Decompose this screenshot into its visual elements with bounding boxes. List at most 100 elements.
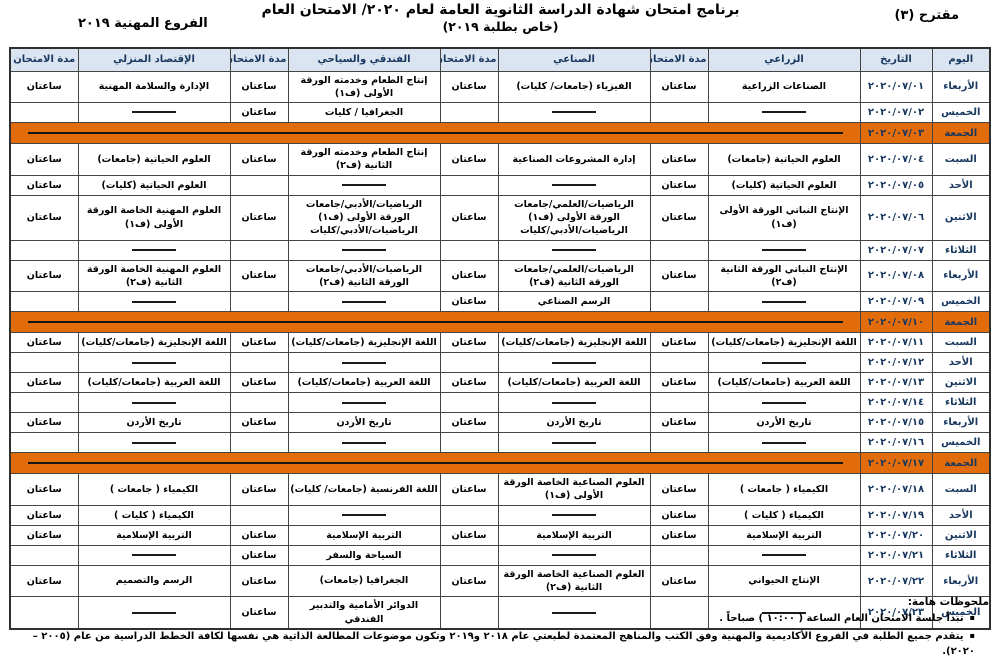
subject-cell: تاريخ الأردن — [497, 412, 651, 434]
duration-cell: ساعتان — [9, 332, 79, 354]
subject-cell — [707, 291, 861, 313]
duration-cell: ساعتان — [439, 291, 499, 313]
day-cell: السبت — [931, 143, 991, 176]
day-cell: الثلاثاء — [931, 544, 991, 566]
note-item: ▪يتقدم جميع الطلبة في الفروع الأكاديمية … — [12, 629, 975, 659]
page-title-line2: (خاص بطلبة ٢٠١٩) — [442, 19, 559, 34]
schedule-row: الاثنين ٢٠٢٠/٠٧/١٣ اللغة العربية (جامعات/ك… — [9, 372, 991, 394]
subject-cell: الكيمياء ( كليات ) — [77, 504, 231, 526]
day-cell: الأربعاء — [931, 412, 991, 434]
day-cell: الجمعة — [931, 311, 991, 334]
duration-cell: ساعتان — [439, 259, 499, 293]
duration-cell: ساعتان — [649, 332, 709, 354]
note-text: يتقدم جميع الطلبة في الفروع الأكاديمية و… — [32, 631, 975, 657]
column-header: اليوم — [931, 47, 991, 72]
proposal-label: مقترح (٣) — [894, 8, 959, 23]
subject-cell — [77, 392, 231, 414]
schedule-row: الأحد ٢٠٢٠/٠٧/٠٥ العلوم الحياتية (كليات) سا… — [9, 174, 991, 196]
subject-cell: العلوم الحياتية (جامعات) — [77, 143, 231, 176]
duration-cell: ساعتان — [229, 412, 289, 434]
duration-cell — [439, 102, 499, 124]
subject-cell: الكيمياء ( جامعات ) — [707, 473, 861, 506]
subject-cell — [77, 544, 231, 566]
no-exam-dash — [132, 111, 176, 114]
duration-cell: ساعتان — [649, 143, 709, 176]
subject-cell: الكيمياء ( كليات ) — [707, 504, 861, 526]
duration-cell — [229, 392, 289, 414]
duration-cell — [439, 544, 499, 566]
duration-cell: ساعتان — [229, 70, 289, 104]
duration-cell — [439, 392, 499, 414]
subject-cell: اللغة الإنجليزية (جامعات/كليات) — [497, 332, 651, 354]
no-exam-dash — [552, 611, 596, 614]
duration-cell — [649, 291, 709, 313]
subject-cell — [77, 239, 231, 261]
day-cell: الاثنين — [931, 194, 991, 241]
subject-cell: التربية الإسلامية — [77, 524, 231, 546]
subject-cell — [77, 102, 231, 124]
subject-cell — [497, 174, 651, 196]
no-exam-dash — [552, 554, 596, 557]
schedule-row: السبت ٢٠٢٠/٠٧/١٨ الكيمياء ( جامعات ) ساعتان… — [9, 473, 991, 506]
day-cell: الأربعاء — [931, 564, 991, 598]
duration-cell: ساعتان — [649, 194, 709, 241]
schedule-row: الاثنين ٢٠٢٠/٠٧/٠٦ الإنتاج النباتي الورقة … — [9, 194, 991, 241]
duration-cell: ساعتان — [439, 194, 499, 241]
date-cell: ٢٠٢٠/٠٧/١٨ — [859, 473, 933, 506]
date-cell: ٢٠٢٠/٠٧/١٥ — [859, 412, 933, 434]
subject-cell — [707, 239, 861, 261]
duration-cell: ساعتان — [229, 564, 289, 598]
duration-cell: ساعتان — [439, 372, 499, 394]
duration-cell: ساعتان — [649, 412, 709, 434]
page-title-line1: برنامج امتحان شهادة الدراسة الثانوية الع… — [261, 2, 740, 18]
subject-cell: الكيمياء ( جامعات ) — [77, 473, 231, 506]
no-exam-dash — [132, 300, 176, 303]
duration-cell: ساعتان — [229, 544, 289, 566]
subject-cell: الإنتاج النباتي الورقة الثانية (ف٢) — [707, 259, 861, 293]
date-cell: ٢٠٢٠/٠٧/٠٣ — [859, 122, 933, 145]
subject-cell: اللغة العربية (جامعات/كليات) — [497, 372, 651, 394]
duration-cell: ساعتان — [439, 524, 499, 546]
duration-cell — [9, 239, 79, 261]
day-cell: الاثنين — [931, 372, 991, 394]
schedule-row: السبت ٢٠٢٠/٠٧/٠٤ العلوم الحياتية (جامعات) س… — [9, 143, 991, 176]
duration-cell: ساعتان — [229, 332, 289, 354]
subject-cell: اللغة الفرنسية (جامعات/ كليات) — [287, 473, 441, 506]
date-cell: ٢٠٢٠/٠٧/٠٥ — [859, 174, 933, 196]
friday-strike-cell — [9, 452, 861, 475]
subject-cell: التربية الإسلامية — [707, 524, 861, 546]
subject-cell: الرياضيات/الأدبي/جامعات الورقة الثانية (… — [287, 259, 441, 293]
duration-cell: ساعتان — [649, 372, 709, 394]
duration-cell — [649, 596, 709, 630]
duration-cell — [229, 432, 289, 454]
no-exam-dash — [132, 361, 176, 364]
no-exam-dash — [342, 300, 386, 303]
duration-cell — [229, 174, 289, 196]
subject-cell — [497, 392, 651, 414]
duration-cell: ساعتان — [9, 473, 79, 506]
schedule-row: الخميس ٢٠٢٠/٠٧/٠٢ الجغرافيا / كليات ساعتان — [9, 102, 991, 124]
day-cell: السبت — [931, 332, 991, 354]
duration-cell — [649, 352, 709, 374]
date-cell: ٢٠٢٠/٠٧/٢٠ — [859, 524, 933, 546]
subject-cell — [497, 352, 651, 374]
subject-cell: الدوائر الأمامية والتدبير الفندقي — [287, 596, 441, 630]
no-exam-dash — [342, 361, 386, 364]
no-exam-dash — [762, 361, 806, 364]
subject-cell: التربية الإسلامية — [497, 524, 651, 546]
duration-cell — [649, 432, 709, 454]
subject-cell: الرسم الصناعي — [497, 291, 651, 313]
duration-cell: ساعتان — [439, 332, 499, 354]
schedule-row: الثلاثاء ٢٠٢٠/٠٧/٢١ السياحة والسفر ساعتان — [9, 544, 991, 566]
bullet-icon: ▪ — [969, 631, 975, 640]
duration-cell: ساعتان — [229, 259, 289, 293]
day-cell: الأحد — [931, 352, 991, 374]
no-exam-dash — [762, 248, 806, 251]
subject-cell: الصناعات الزراعية — [707, 70, 861, 104]
duration-cell: ساعتان — [229, 194, 289, 241]
date-cell: ٢٠٢٠/٠٧/٠٧ — [859, 239, 933, 261]
duration-cell: ساعتان — [649, 70, 709, 104]
no-exam-dash — [762, 111, 806, 114]
date-cell: ٢٠٢٠/٠٧/١٩ — [859, 504, 933, 526]
